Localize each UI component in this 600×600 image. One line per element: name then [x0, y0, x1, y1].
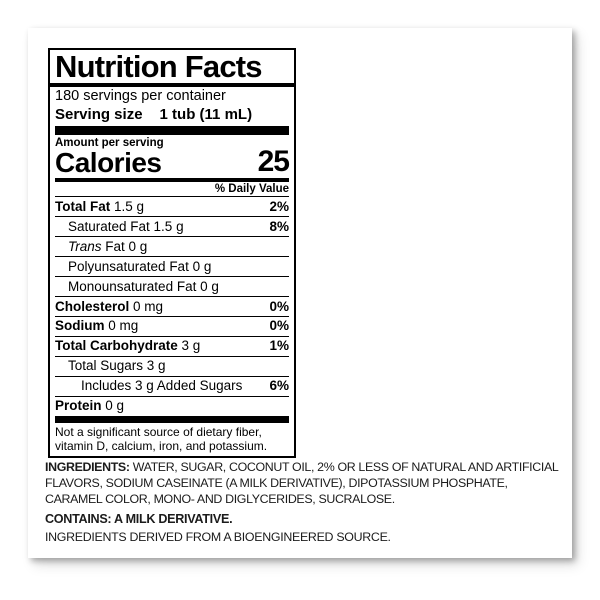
nutrient-row: Total Sugars 3 g [55, 355, 289, 376]
nutrient-rows-list: Total Fat 1.5 g 2% Saturated Fat 1.5 g 8% Tr… [50, 196, 294, 415]
nutrient-name: Includes 3 g Added Sugars [81, 378, 243, 394]
nutrient-daily-value: 0% [269, 298, 289, 314]
calories-row: Calories 25 [55, 145, 290, 179]
daily-value-header: % Daily Value [214, 183, 289, 196]
bioengineered-statement: INGREDIENTS DERIVED FROM A BIOENGINEERED… [45, 529, 391, 544]
nutrient-row: Total Fat 1.5 g 2% [55, 196, 289, 216]
nutrient-daily-value: 2% [269, 198, 289, 214]
nutrient-daily-value: 0% [269, 318, 289, 334]
nutrient-row: Polyunsaturated Fat 0 g [55, 256, 289, 276]
nutrient-daily-value: 8% [269, 218, 289, 234]
ingredients-block: INGREDIENTS: WATER, SUGAR, COCONUT OIL, … [45, 460, 561, 545]
thick-rule-above-calories [55, 125, 289, 135]
product-label-card: Nutrition Facts 180 servings per contain… [28, 28, 572, 558]
amount-per-serving-label: Amount per serving [55, 136, 164, 149]
serving-size-value: 1 tub (11 mL) [159, 105, 253, 123]
nutrition-facts-title: Nutrition Facts [55, 49, 263, 84]
calories-value: 25 [257, 145, 290, 179]
nutrient-name: Polyunsaturated Fat 0 g [68, 258, 212, 274]
nutrient-name: Sodium 0 mg [55, 318, 139, 334]
nutrient-row: Trans Fat 0 g [55, 236, 289, 256]
nutrient-daily-value: 6% [269, 378, 289, 394]
nutrient-row: Total Carbohydrate 3 g 1% [55, 335, 289, 356]
ingredients-paragraph: INGREDIENTS: WATER, SUGAR, COCONUT OIL, … [45, 460, 561, 508]
nutrient-name: Trans Fat 0 g [68, 238, 148, 254]
nutrient-name: Total Carbohydrate 3 g [55, 338, 201, 354]
nutrient-row: Cholesterol 0 mg 0% [55, 296, 289, 316]
nutrient-name: Total Sugars 3 g [68, 358, 166, 374]
nutrient-name: Saturated Fat 1.5 g [68, 218, 184, 234]
serving-size-row: Serving size 1 tub (11 mL) [55, 106, 289, 124]
serving-size-label: Serving size [55, 105, 143, 123]
nutrition-facts-panel: Nutrition Facts 180 servings per contain… [48, 48, 296, 458]
nutrient-daily-value: 1% [269, 338, 289, 354]
nutrient-row: Monounsaturated Fat 0 g [55, 276, 289, 296]
nutrient-name: Monounsaturated Fat 0 g [68, 278, 219, 294]
nutrient-row: Includes 3 g Added Sugars 6% [55, 375, 289, 396]
nutrient-row: Protein 0 g [55, 395, 289, 416]
nutrient-name: Total Fat 1.5 g [55, 198, 145, 214]
contains-statement: CONTAINS: A MILK DERIVATIVE. [45, 511, 233, 526]
ingredients-lead-label: INGREDIENTS: [45, 460, 130, 474]
servings-per-container: 180 servings per container [55, 88, 226, 105]
calories-label: Calories [55, 147, 162, 179]
nutrient-name: Protein 0 g [55, 398, 125, 414]
nutrient-row: Saturated Fat 1.5 g 8% [55, 216, 289, 236]
nutrient-row: Sodium 0 mg 0% [55, 315, 289, 336]
nutrient-name: Cholesterol 0 mg [55, 298, 164, 314]
nutrition-footnote: Not a significant source of dietary fibe… [55, 424, 268, 453]
ingredients-body: WATER, SUGAR, COCONUT OIL, 2% OR LESS OF… [45, 460, 558, 506]
rule-under-calories [55, 178, 289, 183]
thick-rule-above-footnote [55, 415, 289, 423]
rule-under-title [50, 83, 294, 88]
